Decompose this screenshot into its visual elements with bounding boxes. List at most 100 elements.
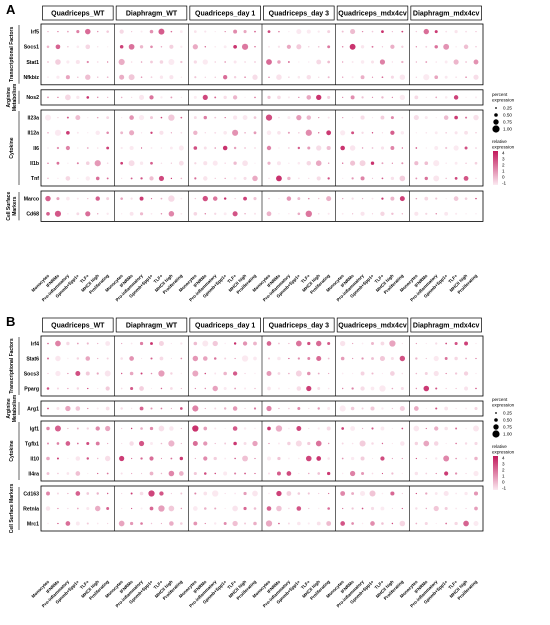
- expression-dot: [97, 342, 99, 345]
- expression-dot: [443, 455, 450, 462]
- expression-dot: [46, 472, 50, 475]
- expression-dot: [224, 116, 226, 119]
- expression-dot: [371, 96, 374, 99]
- expression-dot: [401, 162, 404, 165]
- expression-dot: [475, 132, 477, 134]
- expression-dot: [170, 96, 173, 99]
- expression-dot: [150, 116, 153, 120]
- expression-dot: [350, 95, 355, 100]
- size-legend-dot: [492, 430, 500, 438]
- expression-dot: [401, 213, 404, 215]
- expression-dot: [160, 162, 163, 164]
- expression-dot: [351, 522, 354, 525]
- expression-dot: [341, 387, 344, 390]
- expression-dot: [223, 45, 227, 49]
- group-header-box: [410, 5, 482, 21]
- expression-dot: [140, 372, 143, 375]
- expression-dot: [95, 130, 100, 136]
- expression-dot: [288, 162, 290, 164]
- expression-dot: [140, 357, 143, 360]
- expression-dot: [170, 492, 173, 495]
- expression-dot: [129, 356, 134, 361]
- expression-dot: [178, 471, 184, 476]
- expression-dot: [413, 406, 419, 411]
- expression-dot: [306, 95, 312, 100]
- expression-dot: [318, 197, 320, 200]
- expression-dot: [56, 407, 60, 410]
- expression-dot: [296, 386, 302, 391]
- expression-dot: [160, 147, 163, 149]
- expression-dot: [277, 442, 280, 445]
- expression-dot: [254, 427, 256, 430]
- expression-dot: [413, 425, 420, 432]
- expression-dot: [85, 176, 90, 181]
- expression-dot: [241, 43, 249, 50]
- expression-dot: [254, 387, 256, 390]
- expression-dot: [444, 506, 448, 511]
- expression-dot: [473, 520, 479, 527]
- gene-label: Arg1: [27, 406, 39, 412]
- expression-dot: [192, 440, 198, 447]
- expression-dot: [87, 472, 89, 475]
- expression-dot: [401, 116, 404, 119]
- expression-dot: [85, 74, 91, 80]
- expression-dot: [277, 45, 281, 48]
- expression-dot: [307, 441, 311, 446]
- expression-dot: [234, 457, 236, 460]
- expression-dot: [128, 160, 135, 167]
- expression-dot: [371, 30, 374, 33]
- expression-dot: [97, 457, 99, 460]
- expression-dot: [445, 30, 448, 33]
- expression-dot: [371, 342, 374, 345]
- expression-dot: [224, 61, 226, 63]
- expression-dot: [193, 341, 198, 346]
- expression-dot: [455, 76, 457, 79]
- expression-dot: [130, 61, 133, 63]
- expression-dot: [371, 427, 374, 430]
- expression-dot: [170, 30, 173, 33]
- expression-dot: [243, 30, 247, 34]
- expression-dot: [400, 441, 405, 446]
- category-label: Cytokine: [9, 440, 15, 461]
- expression-dot: [130, 96, 133, 99]
- expression-dot: [254, 96, 256, 99]
- expression-dot: [159, 130, 164, 135]
- expression-dot: [288, 357, 290, 360]
- expression-dot: [296, 114, 302, 121]
- expression-dot: [214, 177, 216, 180]
- expression-dot: [159, 491, 164, 496]
- expression-dot: [119, 455, 125, 462]
- expression-dot: [265, 114, 273, 121]
- expression-dot: [106, 472, 109, 475]
- expression-dot: [76, 131, 79, 134]
- expression-dot: [254, 162, 256, 164]
- expression-dot: [253, 131, 257, 135]
- expression-dot: [444, 60, 448, 64]
- expression-dot: [434, 30, 438, 34]
- expression-dot: [139, 212, 144, 216]
- expression-dot: [318, 132, 320, 134]
- gene-label: Il10: [30, 456, 39, 462]
- expression-dot: [389, 340, 396, 347]
- expression-dot: [455, 387, 457, 390]
- expression-dot: [360, 60, 365, 64]
- expression-dot: [265, 520, 273, 527]
- expression-dot: [180, 96, 182, 99]
- expression-dot: [170, 177, 173, 180]
- expression-dot: [233, 342, 237, 345]
- expression-dot: [150, 147, 153, 149]
- expression-dot: [351, 177, 354, 180]
- expression-dot: [307, 492, 310, 495]
- expression-dot: [67, 507, 69, 510]
- expression-dot: [342, 76, 344, 78]
- expression-dot: [140, 76, 143, 78]
- expression-dot: [268, 45, 270, 48]
- expression-dot: [453, 59, 459, 65]
- expression-dot: [160, 213, 163, 215]
- expression-dot: [473, 425, 479, 432]
- group-header-label: Quadriceps_WT: [51, 11, 105, 18]
- expression-dot: [67, 162, 69, 164]
- expression-dot: [381, 197, 384, 200]
- expression-dot: [435, 472, 437, 475]
- expression-dot: [65, 145, 70, 151]
